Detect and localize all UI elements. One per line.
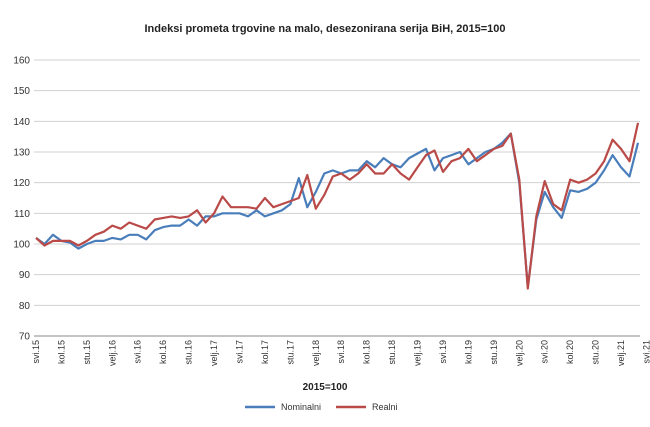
- y-tick-label: 80: [19, 301, 31, 312]
- y-tick-label: 140: [13, 117, 30, 128]
- x-tick-label: stu.15: [82, 340, 92, 365]
- x-tick-label: svi.16: [133, 340, 143, 364]
- series-lines: [35, 122, 640, 290]
- x-tick-label: stu.18: [387, 340, 397, 365]
- x-tick-label: kol.18: [362, 340, 372, 364]
- y-tick-label: 120: [13, 178, 30, 189]
- x-tick-label: svi.17: [234, 340, 244, 364]
- x-tick-label: velj.19: [413, 340, 423, 366]
- x-tick-label: velj.17: [209, 340, 219, 366]
- y-tick-label: 70: [19, 332, 31, 343]
- series-line-realni: [35, 122, 640, 290]
- x-tick-label: kol.15: [56, 340, 66, 364]
- y-tick-label: 150: [13, 86, 30, 97]
- x-axis-ticks: svi.15 kol.15 stu.15 velj.16 svi.16 kol.16 stu…: [31, 340, 650, 366]
- y-tick-label: 100: [13, 240, 30, 251]
- x-tick-label: stu.17: [285, 340, 295, 365]
- x-tick-label: velj.20: [514, 340, 524, 366]
- series-line-nominalni: [35, 132, 640, 288]
- grid-lines: [34, 59, 640, 337]
- x-tick-label: kol.19: [463, 340, 473, 364]
- x-tick-label: stu.20: [591, 340, 601, 365]
- y-tick-label: 110: [14, 209, 30, 220]
- x-tick-label: svi.21: [641, 340, 650, 364]
- x-tick-label: kol.20: [565, 340, 575, 364]
- x-tick-label: stu.16: [184, 340, 194, 365]
- x-axis-label: 2015=100: [303, 382, 348, 393]
- x-tick-label: svi.20: [540, 340, 550, 364]
- legend-label-realni: Realni: [372, 402, 398, 412]
- x-tick-label: svi.18: [336, 340, 346, 364]
- x-tick-label: kol.17: [260, 340, 270, 364]
- y-axis-ticks: 70 80 90 100 110 120 130 140 150 160: [13, 56, 30, 343]
- y-tick-label: 130: [13, 148, 30, 159]
- y-tick-label: 90: [19, 270, 31, 281]
- legend: Nominalni Realni: [245, 402, 398, 412]
- x-tick-label: velj.18: [311, 340, 321, 366]
- x-tick-label: svi.19: [438, 340, 448, 364]
- chart-title: Indeksi prometa trgovine na malo, desezo…: [144, 23, 505, 35]
- x-tick-label: svi.15: [31, 340, 41, 364]
- x-tick-label: stu.19: [489, 340, 499, 365]
- x-tick-label: velj.16: [107, 340, 117, 366]
- x-tick-label: velj.21: [616, 340, 626, 366]
- legend-label-nominalni: Nominalni: [281, 402, 321, 412]
- y-tick-label: 160: [13, 56, 30, 67]
- x-tick-label: kol.16: [158, 340, 168, 364]
